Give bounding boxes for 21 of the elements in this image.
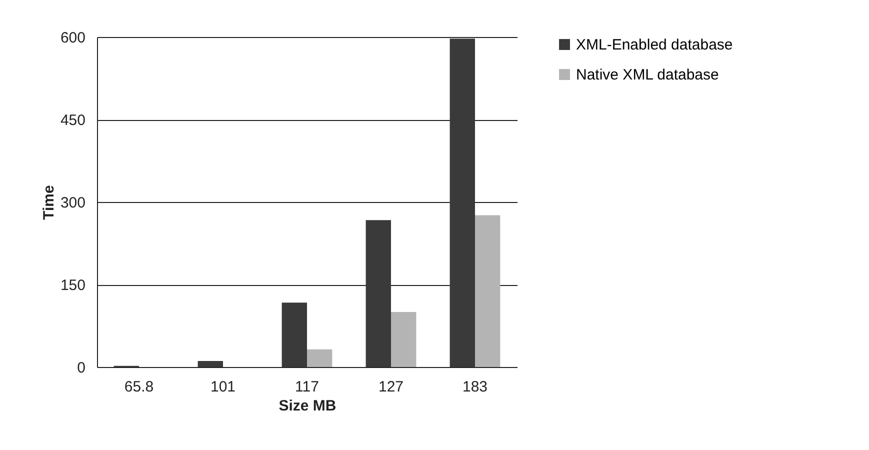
bar	[475, 215, 500, 367]
y-tick-label: 450	[60, 112, 86, 129]
y-axis-title: Time	[40, 185, 58, 220]
x-axis-title: Size MB	[278, 398, 336, 414]
bar	[391, 312, 416, 367]
legend-label: Native XML database	[576, 66, 719, 84]
x-tick-label: 117	[295, 378, 319, 396]
y-tick-label: 300	[60, 194, 86, 212]
bar	[307, 349, 332, 367]
x-tick-label: 65.8	[124, 378, 154, 396]
y-tick-label: 600	[60, 30, 86, 46]
bar	[198, 360, 223, 367]
y-tick-label: 150	[60, 277, 86, 294]
y-tick-label: 0	[77, 360, 86, 376]
bar	[282, 302, 307, 367]
legend-label: XML-Enabled database	[576, 36, 733, 54]
x-tick-label: 127	[378, 378, 404, 396]
bar	[366, 220, 391, 367]
x-tick-label: 183	[462, 378, 488, 396]
x-tick-label: 101	[210, 378, 236, 396]
bar	[450, 38, 475, 367]
